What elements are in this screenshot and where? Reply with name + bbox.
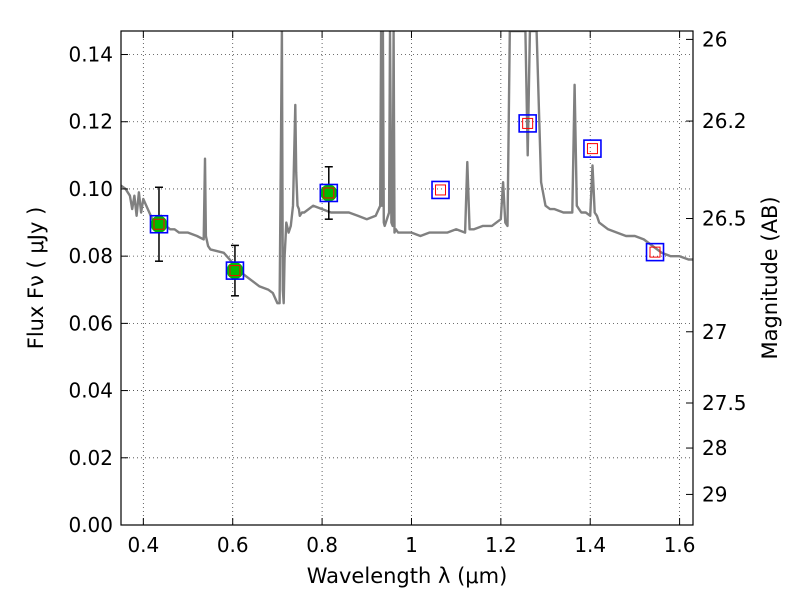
x-tick-label: 1.4	[574, 533, 606, 557]
model-box-outer	[225, 261, 245, 280]
detection-point	[150, 215, 168, 233]
plot-frame	[120, 30, 694, 526]
model-box-outer	[149, 214, 169, 234]
series-layer	[121, 31, 693, 305]
detection-point	[226, 262, 244, 280]
x-tick-label: 1	[405, 533, 418, 557]
y2-tick-label: 26.5	[702, 207, 747, 231]
x-tick-label: 1.6	[664, 533, 696, 557]
y2-tick-label: 29	[702, 482, 727, 506]
x-tick-label: 0.4	[127, 533, 159, 557]
y-tick-label: 0.02	[68, 446, 113, 470]
model-photometry-box	[645, 242, 665, 262]
detection-point	[320, 184, 338, 202]
axis-ticks: 0.4 0.6 0.8 1 1.2 1.4 1.6 0.00 0.02 0.04 0.06 0.08 0…	[68, 27, 746, 557]
x-axis-label: Wavelength λ (μm)	[307, 564, 508, 588]
y-tick-label: 0.12	[68, 110, 113, 134]
y-tick-label: 0.14	[68, 43, 113, 67]
model-box-outer	[518, 114, 537, 133]
model-box-inner	[522, 117, 534, 129]
model-photometry-box	[319, 183, 339, 203]
y-tick-label: 0.04	[68, 379, 113, 403]
model-box-outer	[645, 242, 665, 262]
model-box-outer	[319, 183, 339, 203]
y-axis-label: Flux Fν ( μJy )	[24, 207, 48, 350]
y2-tick-label: 26.2	[702, 109, 747, 133]
model-box-outer	[583, 139, 602, 158]
model-box-inner	[435, 184, 447, 196]
model-photometry-box	[518, 114, 537, 133]
model-box-inner	[649, 246, 661, 258]
y-tick-label: 0.00	[68, 513, 113, 537]
marker-layer	[149, 114, 665, 297]
x-tick-label: 1.2	[485, 533, 517, 557]
model-photometry-box	[431, 180, 450, 200]
y-tick-label: 0.08	[68, 244, 113, 268]
model-box-inner	[586, 143, 598, 155]
model-photometry-box	[225, 261, 245, 280]
model-box-inner	[153, 218, 165, 230]
y-tick-label: 0.10	[68, 177, 113, 201]
y2-tick-label: 26	[702, 27, 727, 51]
y-tick-label: 0.06	[68, 311, 113, 335]
x-tick-label: 0.8	[306, 533, 338, 557]
y2-tick-label: 27	[702, 320, 727, 344]
model-photometry-box	[149, 214, 169, 234]
model-box-inner	[323, 187, 335, 199]
model-box-inner	[229, 265, 241, 277]
y2-tick-label: 27.5	[702, 391, 747, 415]
y2-axis-label: Magnitude (AB)	[758, 196, 782, 359]
x-tick-label: 0.6	[217, 533, 249, 557]
y2-tick-label: 28	[702, 436, 727, 460]
model-photometry-box	[583, 139, 602, 158]
grid	[121, 31, 693, 526]
sed-model-line	[121, 31, 693, 305]
model-box-outer	[431, 180, 450, 200]
